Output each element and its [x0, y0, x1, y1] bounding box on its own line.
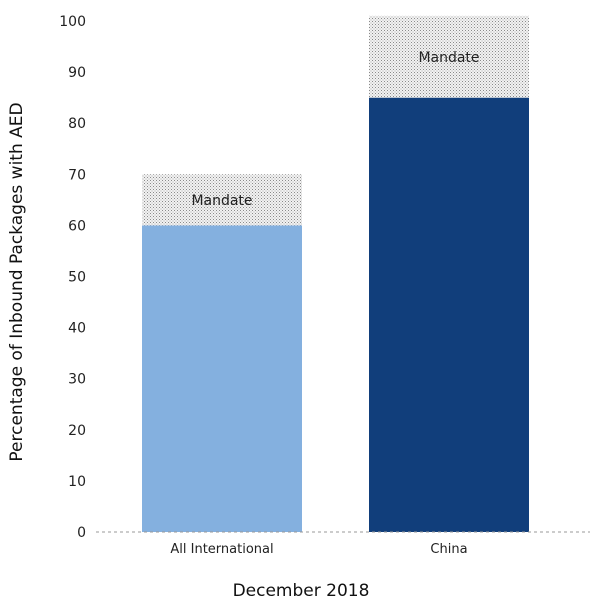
y-tick-label: 90: [68, 65, 86, 81]
segment-label: Mandate: [418, 50, 479, 66]
y-tick-label: 10: [68, 474, 86, 490]
x-axis-title: December 2018: [233, 581, 370, 599]
bar-segment: [142, 225, 302, 532]
x-category-label: All International: [170, 542, 273, 557]
y-tick-label: 100: [59, 14, 86, 30]
y-tick-label: 50: [68, 270, 86, 286]
y-tick-label: 30: [68, 372, 86, 388]
x-axis-category-labels: All International China: [170, 542, 467, 557]
bars: Mandate Mandate: [142, 15, 529, 533]
bar-segment-mandate: [369, 15, 529, 98]
y-tick-label: 60: [68, 218, 86, 234]
segment-label: Mandate: [191, 193, 252, 209]
y-tick-label: 20: [68, 423, 86, 439]
bar-segment-mandate: [142, 174, 302, 226]
y-axis-title: Percentage of Inbound Packages with AED: [7, 102, 27, 461]
y-tick-label: 40: [68, 321, 86, 337]
y-tick-label: 80: [68, 116, 86, 132]
x-category-label: China: [430, 542, 467, 557]
y-tick-label: 70: [68, 167, 86, 183]
y-axis-ticks: 0 10 20 30 40 50 60 70 80 90 100: [59, 14, 86, 541]
bar-segment: [369, 97, 529, 533]
y-tick-label: 0: [77, 525, 86, 541]
